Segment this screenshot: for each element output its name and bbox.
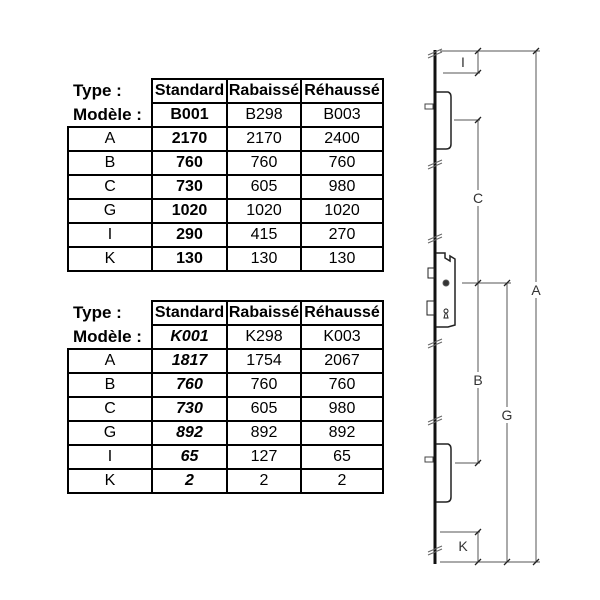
table-row: B 760 760 760: [67, 150, 384, 176]
value-cell: 892: [300, 420, 384, 446]
model-rehausse: K003: [300, 324, 384, 350]
table-row: I 290 415 270: [67, 222, 384, 248]
value-cell: 760: [151, 372, 228, 398]
value-cell: 65: [151, 444, 228, 470]
dim-label-b: B: [473, 372, 482, 388]
value-cell: 290: [151, 222, 228, 248]
dimension-cell: C: [67, 396, 153, 422]
type-rabaisse: Rabaissé: [226, 78, 302, 104]
value-cell: 270: [300, 222, 384, 248]
type-rehausse: Réhaussé: [300, 300, 384, 326]
dim-label-k: K: [458, 538, 468, 554]
table-row: C 730 605 980: [67, 174, 384, 200]
value-cell: 1020: [226, 198, 302, 224]
dimension-cell: I: [67, 444, 153, 470]
type-standard: Standard: [151, 300, 228, 326]
dimension-cell: K: [67, 468, 153, 494]
value-cell: 2067: [300, 348, 384, 374]
value-cell: 730: [151, 396, 228, 422]
value-cell: 2170: [151, 126, 228, 152]
value-cell: 415: [226, 222, 302, 248]
dim-label-g: G: [502, 407, 513, 423]
table-row: B 760 760 760: [67, 372, 384, 398]
value-cell: 2170: [226, 126, 302, 152]
value-cell: 892: [226, 420, 302, 446]
table-row: G 892 892 892: [67, 420, 384, 446]
type-header-row: Type : Standard Rabaissé Réhaussé: [68, 300, 384, 326]
value-cell: 2: [300, 468, 384, 494]
value-cell: 1020: [300, 198, 384, 224]
top-bolt: [436, 91, 452, 150]
type-rabaisse: Rabaissé: [226, 300, 302, 326]
dimension-cell: C: [67, 174, 153, 200]
model-label: Modèle :: [73, 326, 142, 346]
model-standard: B001: [151, 102, 228, 128]
value-cell: 2: [226, 468, 302, 494]
table-row: I 65 127 65: [67, 444, 384, 470]
dim-label-c: C: [473, 190, 483, 206]
lock-case: [436, 252, 456, 328]
value-cell: 1817: [151, 348, 228, 374]
spec-table-b-series: Type : Standard Rabaissé Réhaussé Modèle…: [67, 78, 384, 272]
dimension-cell: B: [67, 150, 153, 176]
bottom-bolt: [436, 443, 452, 503]
model-header-row: Modèle : K001 K298 K003: [68, 324, 384, 350]
value-cell: 130: [226, 246, 302, 272]
table-row: C 730 605 980: [67, 396, 384, 422]
value-cell: 65: [300, 444, 384, 470]
dimension-cell: K: [67, 246, 153, 272]
value-cell: 730: [151, 174, 228, 200]
value-cell: 760: [151, 150, 228, 176]
model-rabaisse: K298: [226, 324, 302, 350]
dimension-cell: A: [67, 126, 153, 152]
model-rabaisse: B298: [226, 102, 302, 128]
type-rehausse: Réhaussé: [300, 78, 384, 104]
value-cell: 1020: [151, 198, 228, 224]
handle-hole-icon: [442, 279, 450, 287]
table-row: A 1817 1754 2067: [67, 348, 384, 374]
value-cell: 760: [226, 150, 302, 176]
value-cell: 1754: [226, 348, 302, 374]
value-cell: 760: [300, 372, 384, 398]
dim-label-i: I: [461, 54, 465, 70]
dimension-cell: A: [67, 348, 153, 374]
type-label: Type :: [73, 81, 122, 100]
table-row: K 130 130 130: [67, 246, 384, 272]
keyhole-icon: [443, 309, 449, 319]
value-cell: 980: [300, 396, 384, 422]
value-cell: 130: [300, 246, 384, 272]
value-cell: 130: [151, 246, 228, 272]
value-cell: 892: [151, 420, 228, 446]
value-cell: 605: [226, 174, 302, 200]
table-row: G 1020 1020 1020: [67, 198, 384, 224]
model-standard: K001: [151, 324, 228, 350]
value-cell: 760: [226, 372, 302, 398]
type-header-row: Type : Standard Rabaissé Réhaussé: [68, 78, 384, 104]
table-row: A 2170 2170 2400: [67, 126, 384, 152]
spec-table-k-series: Type : Standard Rabaissé Réhaussé Modèle…: [67, 300, 384, 494]
type-standard: Standard: [151, 78, 228, 104]
dimension-cell: I: [67, 222, 153, 248]
model-rehausse: B003: [300, 102, 384, 128]
value-cell: 127: [226, 444, 302, 470]
value-cell: 980: [300, 174, 384, 200]
value-cell: 760: [300, 150, 384, 176]
model-label: Modèle :: [73, 104, 142, 124]
value-cell: 2: [151, 468, 228, 494]
dimension-cell: G: [67, 420, 153, 446]
value-cell: 605: [226, 396, 302, 422]
value-cell: 2400: [300, 126, 384, 152]
type-label: Type :: [73, 303, 122, 322]
dimension-cell: G: [67, 198, 153, 224]
break-marks: [427, 48, 443, 556]
model-header-row: Modèle : B001 B298 B003: [68, 102, 384, 128]
dimension-cell: B: [67, 372, 153, 398]
dim-label-a: A: [531, 282, 541, 298]
